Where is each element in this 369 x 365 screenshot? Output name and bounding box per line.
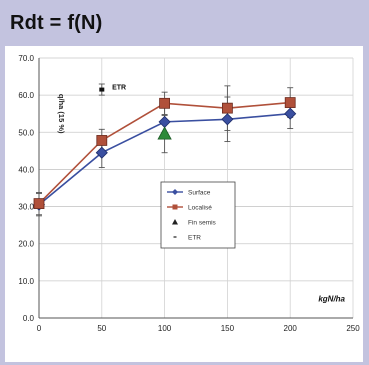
legend-marker xyxy=(172,189,178,195)
data-point-surface xyxy=(284,107,297,120)
data-point-surface xyxy=(158,115,171,128)
annotation-label: ETR xyxy=(112,85,126,92)
x-tick-label: 100 xyxy=(158,324,172,333)
x-tick-label: 150 xyxy=(221,324,235,333)
legend-marker xyxy=(172,219,178,225)
x-tick-label: 250 xyxy=(346,324,360,333)
data-point-etr xyxy=(99,87,105,92)
legend-label: ETR xyxy=(188,235,201,242)
y-tick-label: 10.0 xyxy=(18,277,34,286)
data-point-localise xyxy=(159,97,171,109)
chart-panel: 0.0 10.0 20.0 30.0 40.0 50.0 60.0 70.0 0 50 100 150… xyxy=(5,46,363,362)
y-tick-label: 60.0 xyxy=(18,91,34,100)
x-tick-label: 200 xyxy=(284,324,298,333)
chart-title: Rdt = f(N) xyxy=(10,12,103,34)
legend-marker xyxy=(173,236,177,238)
legend-label: Localisé xyxy=(188,205,212,212)
y-tick-label: 70.0 xyxy=(18,54,34,63)
legend-label: Surface xyxy=(188,190,211,197)
data-point-localise xyxy=(33,198,45,210)
y-tick-label: 40.0 xyxy=(18,165,34,174)
x-tick-label: 0 xyxy=(37,324,42,333)
data-point-surface xyxy=(95,146,108,159)
y-axis-label: q/ha (15 %) xyxy=(57,94,66,134)
data-point-fin-semis xyxy=(157,126,172,140)
chart: 0.0 10.0 20.0 30.0 40.0 50.0 60.0 70.0 0 50 100 150… xyxy=(18,54,360,333)
legend-marker xyxy=(172,204,178,210)
legend-label: Fin semis xyxy=(188,220,217,227)
y-tick-label: 0.0 xyxy=(23,314,35,323)
data-point-localise xyxy=(284,97,296,108)
data-point-surface xyxy=(221,113,234,126)
x-tick-label: 50 xyxy=(97,324,106,333)
x-axis-label: kgN/ha xyxy=(318,294,345,303)
y-tick-label: 30.0 xyxy=(18,203,34,212)
y-tick-label: 50.0 xyxy=(18,128,34,137)
data-point-localise xyxy=(221,102,233,114)
y-tick-label: 20.0 xyxy=(18,240,34,249)
data-point-localise xyxy=(96,135,108,146)
